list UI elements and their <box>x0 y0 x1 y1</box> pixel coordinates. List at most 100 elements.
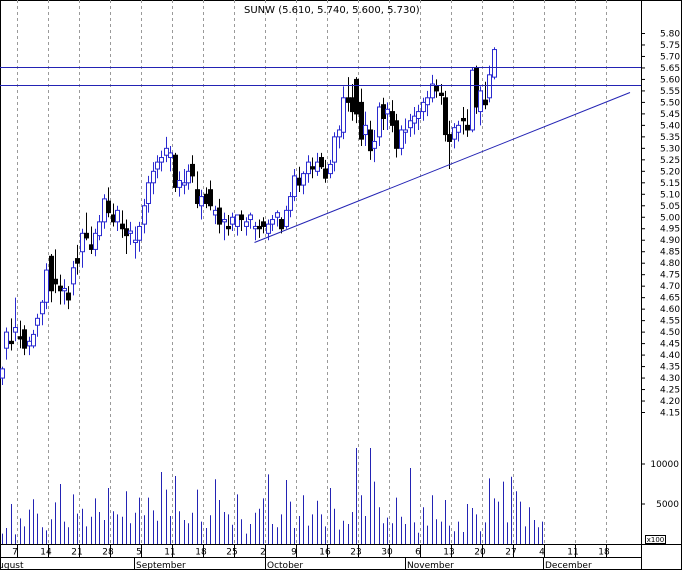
volume-layer <box>2 448 543 544</box>
candle <box>75 244 80 275</box>
candle <box>416 104 421 130</box>
candle <box>93 228 98 257</box>
x-tick-label: 20 <box>474 548 486 558</box>
candle <box>120 210 125 238</box>
candle <box>341 86 346 140</box>
candle <box>35 313 40 337</box>
candle <box>319 152 324 170</box>
candle <box>456 120 461 142</box>
candle <box>354 77 359 124</box>
month-label: October <box>267 561 303 570</box>
month-label: September <box>136 561 186 570</box>
candle <box>62 279 67 305</box>
candle <box>190 155 195 183</box>
candle <box>363 111 368 147</box>
x-tick-label: 18 <box>195 548 207 558</box>
candle <box>230 212 235 232</box>
candle <box>261 217 266 234</box>
price-tick-label: 5.30 <box>660 144 680 154</box>
price-tick-label: 4.50 <box>660 328 680 338</box>
candle-layer <box>0 47 497 385</box>
price-tick-label: 4.65 <box>660 294 680 304</box>
candle <box>186 164 191 190</box>
month-label: August <box>0 561 24 570</box>
candle <box>44 263 49 310</box>
price-tick-label: 5.10 <box>660 190 680 200</box>
candle <box>182 169 187 195</box>
candle <box>328 159 333 179</box>
x-tick-label: 21 <box>71 548 82 558</box>
candle <box>84 212 89 241</box>
price-tick-label: 5.05 <box>660 202 680 212</box>
candle <box>71 260 76 296</box>
price-tick-label: 4.75 <box>660 271 680 281</box>
candle <box>421 97 426 121</box>
x-tick-label: 5 <box>136 548 142 558</box>
x-tick-label: 2 <box>260 548 266 558</box>
month-label: December <box>545 561 592 570</box>
candle <box>226 214 231 236</box>
candle <box>377 102 382 147</box>
candle <box>97 214 102 241</box>
price-tick-label: 4.80 <box>660 259 680 269</box>
candle <box>142 198 147 234</box>
candle <box>323 159 328 183</box>
price-tick-label: 5.55 <box>660 87 680 97</box>
candle <box>434 79 439 98</box>
price-tick-label: 4.60 <box>660 305 680 315</box>
candle <box>133 226 138 259</box>
price-tick-label: 5.50 <box>660 98 680 108</box>
volume-tick-label: 10000 <box>650 460 679 470</box>
candle <box>301 171 306 195</box>
candle <box>284 205 289 229</box>
price-tick-label: 4.40 <box>660 351 680 361</box>
x-tick-label: 11 <box>164 548 175 558</box>
price-tick-label: 5.40 <box>660 121 680 131</box>
volume-multiplier-label: x100 <box>647 536 665 544</box>
price-tick-label: 5.20 <box>660 167 680 177</box>
candle <box>412 106 417 135</box>
candle <box>279 217 284 234</box>
price-tick-label: 4.25 <box>660 386 680 396</box>
candle <box>470 67 475 133</box>
candle <box>368 120 373 160</box>
chart-title: SUNW (5.610, 5.740, 5.600, 5.730) <box>244 5 420 16</box>
candle <box>372 129 377 163</box>
candle <box>168 146 173 172</box>
x-tick-label: 7 <box>12 548 18 558</box>
price-tick-label: 4.55 <box>660 317 680 327</box>
price-tick-label: 4.85 <box>660 248 680 258</box>
candle <box>439 84 444 105</box>
candle <box>257 219 262 238</box>
candle <box>244 217 249 236</box>
candle <box>478 86 483 126</box>
candle <box>403 118 408 144</box>
price-tick-label: 5.25 <box>660 156 680 166</box>
candle <box>159 150 164 172</box>
x-tick-label: 4 <box>539 548 545 558</box>
candle <box>337 125 342 149</box>
candle <box>288 191 293 218</box>
candle <box>270 214 275 232</box>
candle <box>22 325 27 356</box>
candle <box>40 299 45 326</box>
candle <box>394 113 399 158</box>
x-tick-label: 16 <box>319 548 331 558</box>
candle <box>137 221 142 252</box>
candle <box>222 212 227 241</box>
candle <box>146 175 151 213</box>
candle <box>385 102 390 130</box>
price-tick-label: 4.70 <box>660 282 680 292</box>
price-tick-label: 4.35 <box>660 363 680 373</box>
trend-line <box>254 92 631 243</box>
x-tick-label: 18 <box>598 548 610 558</box>
x-tick-label: 23 <box>350 548 361 558</box>
candle <box>235 214 240 236</box>
candle <box>115 205 120 232</box>
candle <box>474 65 479 114</box>
price-tick-label: 5.45 <box>660 110 680 120</box>
price-tick-label: 5.70 <box>660 52 680 62</box>
candle <box>128 221 133 245</box>
x-tick-label: 25 <box>226 548 237 558</box>
price-tick-label: 5.75 <box>660 41 680 51</box>
